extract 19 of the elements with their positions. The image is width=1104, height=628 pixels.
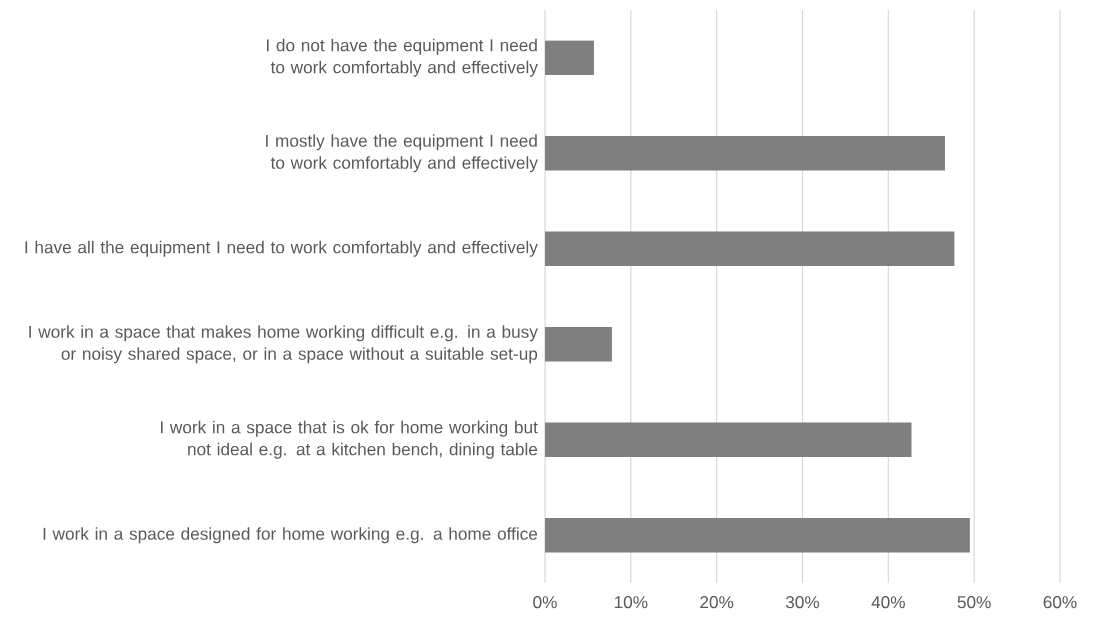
x-tick-label: 10% [614, 596, 648, 609]
x-tick-label: 20% [700, 596, 734, 609]
y-tick-label: I do not have the equipment I need to work comfortably and effectively [267, 38, 538, 77]
y-tick-label: I mostly have the equipment I need to work comfortably and effectively [266, 134, 538, 173]
y-tick-label: I have all the equipment I need to work comfortably and effectively [25, 240, 538, 257]
x-tick-label: 0% [533, 596, 557, 609]
x-tick-label: 60% [1043, 596, 1077, 609]
y-tick-label: I work in a space that is ok for home working but not ideal e.g. at a kitchen bench, dining table [160, 420, 538, 459]
x-tick-label: 30% [785, 596, 820, 609]
bar [544, 327, 612, 362]
y-tick-label: I work in a space designed for home working e.g. a home office [43, 527, 538, 544]
bar [544, 136, 945, 171]
x-tick-label: 50% [957, 596, 991, 609]
bar [544, 422, 912, 457]
y-tick-label: I work in a space that makes home working difficult e.g. in a busy or noisy shared space, or in a space without a suitable set-up [29, 325, 538, 364]
x-tick-label: 40% [871, 596, 905, 609]
bar [544, 518, 970, 553]
bar [544, 231, 955, 266]
bar [544, 40, 594, 75]
